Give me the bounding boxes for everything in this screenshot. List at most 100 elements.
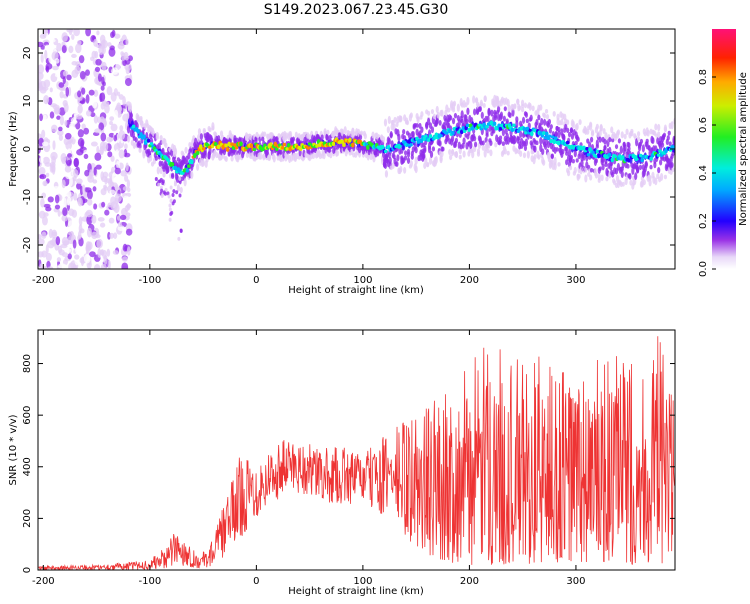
heatmap-cell: [54, 194, 60, 204]
heatmap-cell: [81, 87, 86, 95]
heatmap-cell: [282, 142, 287, 147]
heatmap-cell: [390, 140, 394, 148]
heatmap-cell: [56, 257, 62, 262]
heatmap-cell: [254, 136, 258, 144]
heatmap-cell: [621, 181, 625, 187]
heatmap-cell: [424, 157, 428, 164]
heatmap-cell: [520, 106, 525, 113]
heatmap-cell: [134, 137, 138, 143]
heatmap-cell: [110, 123, 118, 132]
heatmap-cell: [166, 165, 170, 173]
heatmap-cell: [64, 170, 72, 180]
heatmap-cell: [47, 196, 54, 203]
heatmap-cell: [61, 179, 66, 189]
heatmap-cell: [108, 132, 115, 138]
colorbar-tick-label: 0.4: [698, 165, 709, 181]
heatmap-cell: [504, 127, 508, 135]
heatmap-cell: [480, 111, 484, 119]
heatmap-cell: [225, 146, 230, 152]
heatmap-cell: [38, 210, 46, 219]
heatmap-cell: [471, 150, 475, 159]
heatmap-cell: [594, 171, 598, 179]
heatmap-cell: [108, 47, 116, 57]
heatmap-cell: [179, 228, 183, 233]
heatmap-cell: [90, 112, 96, 118]
heatmap-cell: [515, 120, 519, 128]
heatmap-cell: [586, 128, 590, 135]
heatmap-cell: [71, 61, 78, 66]
heatmap-cell: [73, 132, 79, 140]
heatmap-cell: [447, 107, 451, 113]
heatmap-cell: [230, 142, 234, 146]
heatmap-cell: [518, 105, 522, 111]
heatmap-cell: [580, 159, 584, 167]
heatmap-cell: [67, 148, 71, 155]
heatmap-cell: [162, 171, 166, 178]
heatmap-cell: [121, 29, 128, 36]
heatmap-cell: [383, 162, 388, 169]
heatmap-cell: [126, 125, 131, 134]
heatmap-cell: [585, 146, 589, 151]
heatmap-cell: [83, 40, 87, 50]
heatmap-cell: [603, 138, 607, 145]
snr-x-tick-label: 0: [253, 576, 259, 587]
heatmap-cell: [259, 152, 263, 160]
heatmap-cell: [125, 38, 129, 46]
heatmap-cell: [94, 50, 99, 59]
heatmap-cell: [608, 136, 612, 143]
heatmap-cell: [549, 124, 553, 130]
heatmap-cell: [372, 155, 376, 163]
heatmap-cell: [116, 160, 120, 169]
heatmap-cell: [63, 59, 68, 69]
heatmap-cell: [555, 147, 559, 152]
heatmap-cell: [173, 147, 178, 156]
heatmap-cell: [383, 118, 388, 127]
heatmap-cell: [45, 172, 50, 178]
heatmap-cell: [441, 146, 445, 152]
heatmap-cell: [541, 148, 545, 155]
heatmap-cell: [44, 49, 48, 60]
heatmap-cell: [65, 141, 73, 150]
heatmap-cell: [498, 126, 503, 131]
heatmap-cell: [107, 42, 112, 47]
heatmap-cell: [487, 108, 491, 117]
heatmap-cell: [535, 119, 539, 126]
heatmap-cell: [96, 30, 100, 36]
heatmap-cell: [176, 184, 180, 192]
heatmap-cell: [331, 141, 336, 147]
heatmap-cell: [169, 185, 173, 190]
heatmap-cell: [166, 157, 170, 162]
heatmap-cell: [454, 151, 459, 159]
heatmap-cell: [460, 110, 464, 119]
heatmap-cell: [578, 119, 582, 126]
heatmap-cell: [168, 203, 172, 208]
heatmap-cell: [112, 250, 119, 255]
heatmap-cell: [100, 102, 105, 110]
heatmap-cell: [399, 165, 403, 173]
heatmap-cell: [530, 131, 534, 137]
heatmap-cell: [187, 164, 191, 168]
heatmap-cell: [208, 127, 212, 133]
heatmap-cell: [658, 149, 662, 154]
heatmap-cell: [67, 253, 72, 260]
heatmap-cell: [41, 231, 47, 239]
heatmap-cell: [533, 145, 537, 153]
snr-x-ticks: -200 -100 0 100 200 300: [32, 330, 585, 587]
heatmap-cell: [107, 231, 111, 240]
heatmap-cell: [155, 135, 159, 140]
heatmap-cell: [51, 124, 58, 133]
heatmap-cell: [43, 94, 50, 105]
heatmap-cell: [122, 186, 128, 191]
heatmap-cell: [513, 135, 517, 144]
heatmap-cell: [75, 247, 80, 254]
heatmap-cell: [93, 38, 98, 47]
heatmap-cell: [315, 144, 319, 148]
heatmap-cell: [93, 166, 97, 176]
heatmap-cell: [406, 157, 411, 165]
heatmap-cell: [98, 42, 105, 49]
heatmap-cell: [481, 140, 485, 146]
heatmap-cell: [52, 140, 56, 151]
heatmap-cell: [38, 238, 45, 246]
heatmap-cell: [58, 82, 65, 88]
heatmap-cell: [438, 119, 442, 126]
